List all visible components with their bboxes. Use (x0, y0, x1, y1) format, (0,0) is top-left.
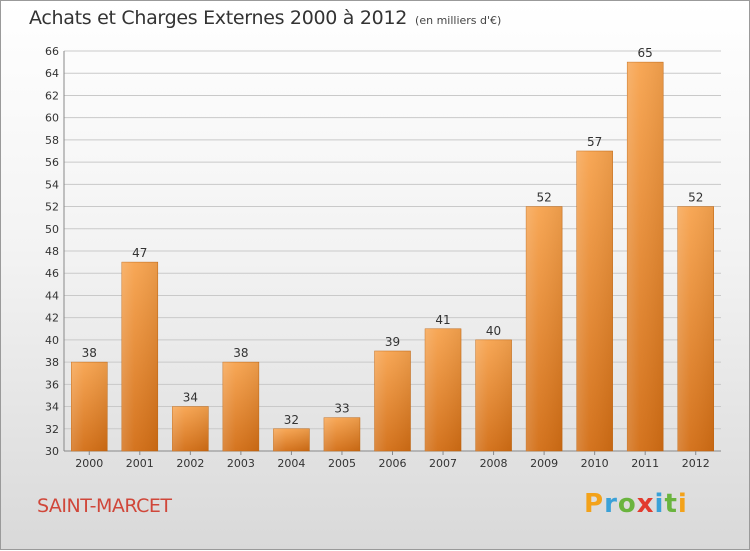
x-tick-label: 2012 (682, 457, 710, 470)
x-tick-label: 2010 (581, 457, 609, 470)
logo-letter: i (677, 489, 688, 519)
chart-unit: (en milliers d'€) (415, 14, 502, 27)
logo-letter: t (664, 489, 678, 519)
place-name: SAINT-MARCET (37, 495, 172, 517)
bar-highlight (121, 262, 158, 451)
bar-highlight (172, 406, 209, 451)
y-tick-label: 62 (45, 89, 59, 102)
y-tick-label: 36 (45, 378, 59, 391)
x-tick-label: 2011 (631, 457, 659, 470)
bar-value-label: 47 (132, 246, 147, 260)
x-tick-label: 2000 (75, 457, 103, 470)
logo-letter: i (654, 489, 665, 519)
x-tick-label: 2009 (530, 457, 558, 470)
bar-highlight (576, 151, 613, 451)
bar-highlight (475, 339, 512, 451)
bar-highlight (71, 362, 108, 451)
y-tick-label: 30 (45, 445, 59, 458)
bar-value-label: 57 (587, 135, 602, 149)
bar-highlight (273, 428, 310, 451)
bar-value-label: 32 (284, 413, 299, 427)
x-axis: 2000 2001 2002 2003 2004 2005 2006 2007 2008 2009… (75, 451, 710, 470)
chart-title-block: Achats et Charges Externes 2000 à 2012 (e… (29, 7, 501, 29)
bar-highlight (677, 206, 714, 451)
bars: 38 47 34 38 32 33 39 41 40 52 57 65 52 (71, 46, 714, 452)
y-tick-label: 50 (45, 223, 59, 236)
y-tick-label: 46 (45, 267, 59, 280)
bar-highlight (222, 362, 259, 451)
bar-highlight (425, 328, 462, 451)
x-tick-label: 2004 (277, 457, 305, 470)
bar-value-label: 34 (183, 391, 198, 405)
logo-letter: x (636, 489, 655, 519)
bar-value-label: 38 (82, 346, 97, 360)
y-tick-label: 56 (45, 156, 59, 169)
y-tick-label: 54 (45, 178, 59, 191)
proxiti-logo[interactable]: Proxiti (584, 489, 688, 519)
y-tick-label: 38 (45, 356, 59, 369)
logo-letter: P (584, 489, 605, 519)
bar-value-label: 39 (385, 335, 400, 349)
y-tick-label: 32 (45, 423, 59, 436)
y-tick-label: 64 (45, 67, 59, 80)
x-tick-label: 2002 (176, 457, 204, 470)
x-tick-label: 2007 (429, 457, 457, 470)
bar-highlight (323, 417, 360, 451)
y-tick-label: 48 (45, 245, 59, 258)
bar-value-label: 41 (435, 313, 450, 327)
bar-value-label: 52 (688, 191, 703, 205)
chart-title: Achats et Charges Externes 2000 à 2012 (29, 7, 408, 29)
bar-value-label: 52 (536, 191, 551, 205)
y-tick-label: 66 (45, 45, 59, 58)
y-tick-label: 58 (45, 134, 59, 147)
bar-value-label: 38 (233, 346, 248, 360)
x-tick-label: 2001 (126, 457, 154, 470)
x-tick-label: 2005 (328, 457, 356, 470)
bar-value-label: 33 (334, 402, 349, 416)
y-tick-label: 52 (45, 201, 59, 214)
y-tick-label: 34 (45, 401, 59, 414)
x-tick-label: 2003 (227, 457, 255, 470)
y-tick-label: 60 (45, 112, 59, 125)
bar-highlight (526, 206, 563, 451)
logo-letter: o (617, 489, 637, 519)
logo-letter: r (604, 489, 618, 519)
bar-highlight (374, 351, 411, 451)
bar-highlight (627, 62, 664, 451)
y-tick-label: 42 (45, 312, 59, 325)
x-tick-label: 2008 (480, 457, 508, 470)
bar-value-label: 65 (638, 46, 653, 60)
y-tick-label: 40 (45, 334, 59, 347)
y-tick-label: 44 (45, 289, 59, 302)
bar-value-label: 40 (486, 324, 501, 338)
x-tick-label: 2006 (379, 457, 407, 470)
